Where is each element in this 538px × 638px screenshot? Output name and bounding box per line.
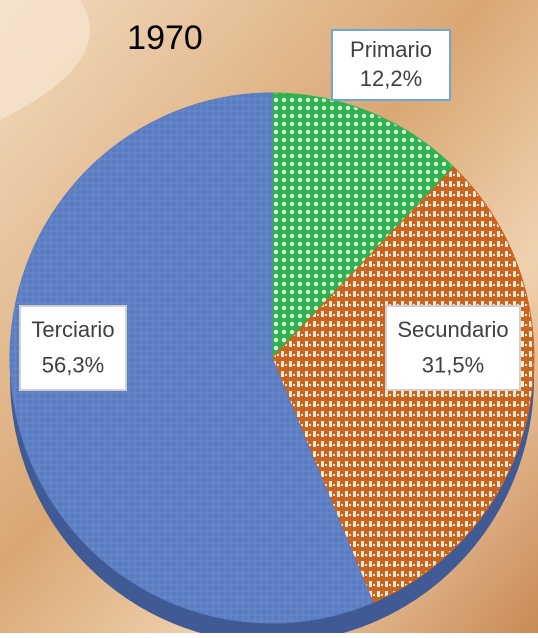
chart-title: 1970 bbox=[127, 19, 203, 57]
data-labels: Primario 12,2% Secundario 31,5% Terciario 56,… bbox=[19, 29, 521, 391]
background-swoosh bbox=[0, 0, 90, 120]
pie-slice bbox=[271, 92, 455, 360]
label-box bbox=[19, 305, 127, 391]
label-value: 12,2% bbox=[360, 66, 422, 91]
label-box bbox=[385, 305, 521, 391]
label-value: 31,5% bbox=[422, 352, 484, 377]
label-box bbox=[331, 29, 451, 101]
pie-slice bbox=[9, 92, 374, 624]
label-category: Secundario bbox=[397, 317, 508, 342]
label-category: Terciario bbox=[31, 317, 114, 342]
label-value: 56,3% bbox=[42, 352, 104, 377]
label-category: Primario bbox=[350, 37, 432, 62]
